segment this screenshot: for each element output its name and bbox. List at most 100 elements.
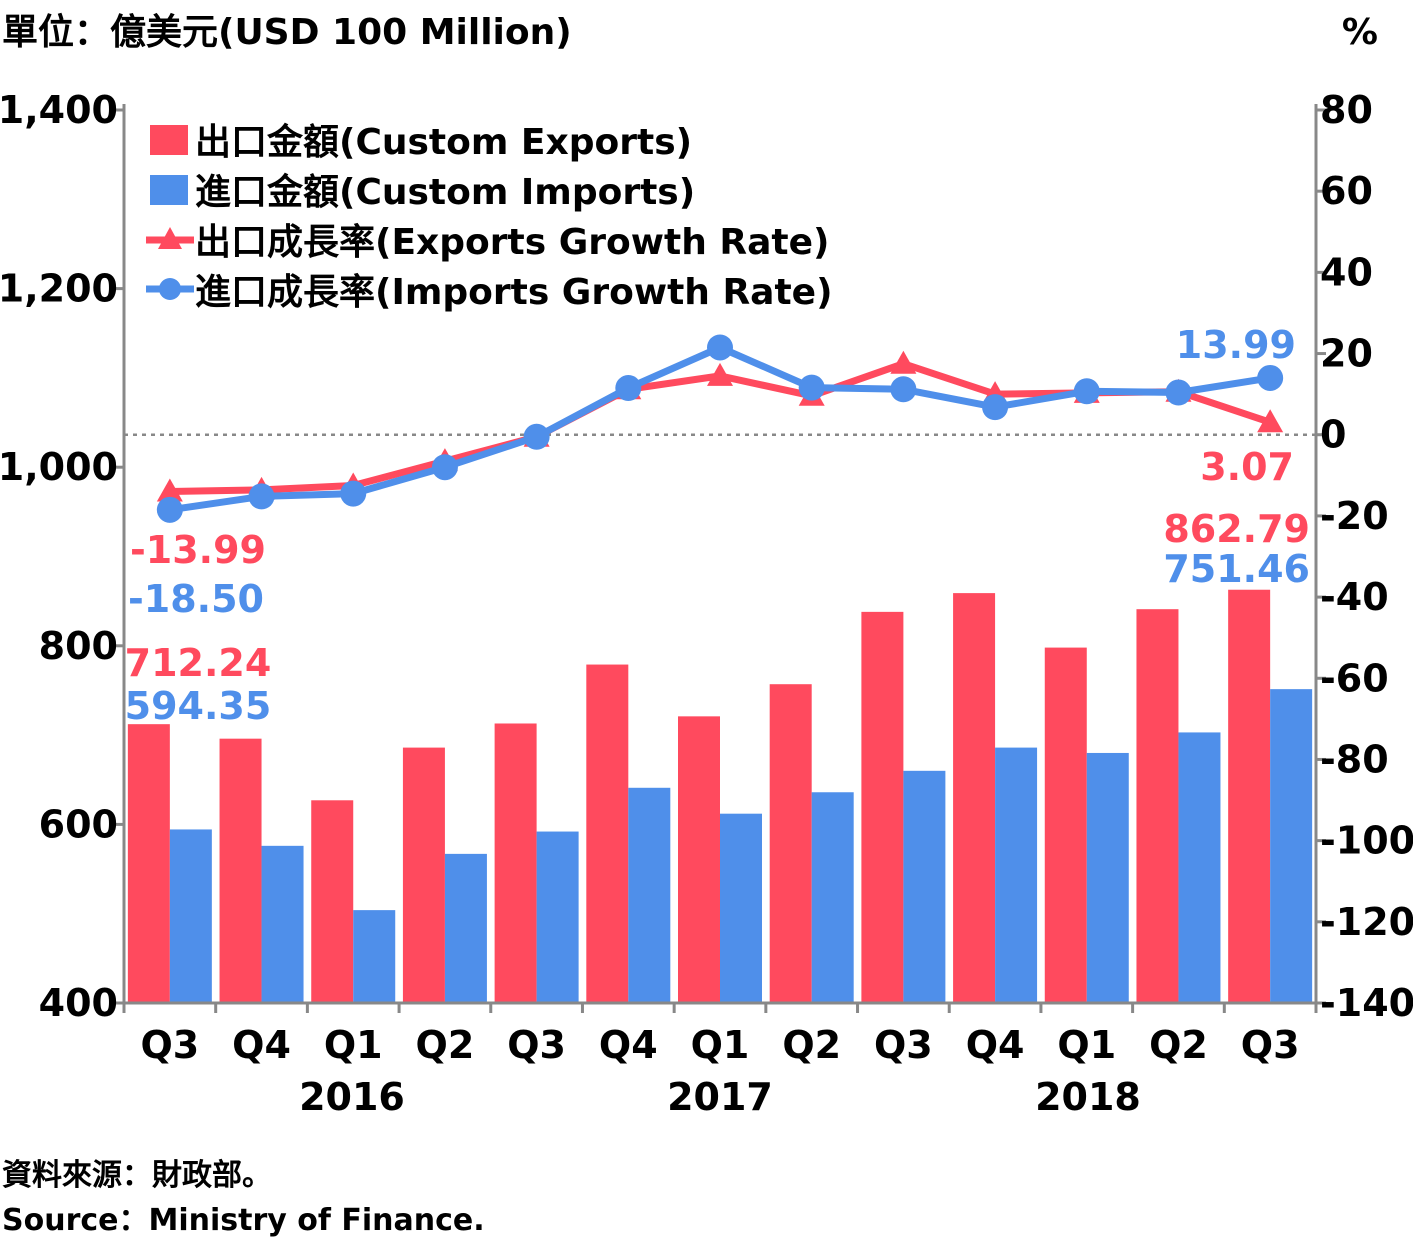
- bar-imports-3: [444, 853, 487, 1003]
- label-last-imports: 751.46: [1163, 547, 1310, 591]
- bar-exports-5: [586, 664, 629, 1003]
- bar-imports-4: [536, 831, 579, 1003]
- y-tick-label-800: 800: [39, 624, 118, 668]
- x-tick-label-12: Q3: [1241, 1023, 1300, 1067]
- y2-tick-label-60: 60: [1320, 169, 1373, 213]
- bar-imports-10: [1086, 752, 1129, 1003]
- point-exports-rate-12: [1257, 409, 1284, 433]
- x-tick-label-1: Q4: [232, 1023, 291, 1067]
- legend-label-exports-rate: 出口成長率(Exports Growth Rate): [195, 222, 829, 263]
- unit-label: 單位：億美元(USD 100 Million): [2, 12, 572, 53]
- bar-imports-1: [261, 845, 304, 1003]
- legend-marker-imports-rate: [159, 278, 181, 300]
- source-zh: 資料來源：財政部。: [2, 1158, 272, 1193]
- bar-exports-1: [219, 738, 262, 1003]
- point-imports-rate-7: [798, 374, 825, 401]
- x-tick-label-3: Q2: [416, 1023, 475, 1067]
- bar-exports-4: [494, 723, 537, 1003]
- y2-tick-label-20: 20: [1320, 332, 1373, 376]
- legend: 出口金額(Custom Exports) 進口金額(Custom Imports…: [146, 121, 833, 313]
- point-imports-rate-6: [707, 334, 733, 361]
- bar-imports-11: [1178, 732, 1221, 1003]
- y2-tick-label--140: -140: [1320, 981, 1413, 1025]
- bar-exports-7: [769, 684, 812, 1003]
- bars-group: [127, 589, 1313, 1003]
- point-imports-rate-0: [156, 496, 183, 523]
- point-imports-rate-9: [982, 394, 1009, 421]
- year-label-2016: 2016: [299, 1075, 405, 1119]
- y-tick-label-1400: 1,400: [0, 88, 118, 132]
- x-tick-label-2: Q1: [324, 1023, 383, 1067]
- bar-exports-3: [402, 747, 445, 1003]
- legend-label-exports: 出口金額(Custom Exports): [195, 121, 692, 163]
- legend-swatch-exports: [150, 125, 188, 155]
- point-imports-rate-3: [431, 454, 458, 481]
- legend-marker-exports-rate: [158, 227, 182, 249]
- y-tick-label-1000: 1,000: [0, 445, 118, 489]
- label-first-exports-rate: -13.99: [130, 528, 266, 572]
- bar-imports-8: [903, 770, 946, 1003]
- y-tick-label-600: 600: [39, 802, 118, 846]
- y2-tick-label--40: -40: [1320, 575, 1389, 619]
- point-exports-rate-0: [156, 478, 183, 502]
- bar-exports-2: [311, 800, 354, 1003]
- y2-tick-label--100: -100: [1320, 819, 1413, 863]
- right-unit-label: %: [1342, 12, 1378, 53]
- legend-label-imports-rate: 進口成長率(Imports Growth Rate): [195, 272, 833, 313]
- label-first-exports: 712.24: [125, 641, 272, 685]
- y2-tick-label-40: 40: [1320, 250, 1373, 294]
- y2-tick-label-80: 80: [1320, 88, 1373, 132]
- bar-exports-10: [1044, 647, 1087, 1003]
- label-first-imports-rate: -18.50: [128, 577, 264, 621]
- bar-imports-5: [628, 787, 671, 1003]
- label-last-imports-rate: 13.99: [1176, 323, 1296, 367]
- point-exports-rate-6: [707, 362, 733, 386]
- point-imports-rate-11: [1165, 379, 1192, 406]
- legend-swatch-imports: [150, 175, 188, 205]
- bar-exports-11: [1136, 609, 1179, 1003]
- y2-tick-label--80: -80: [1320, 737, 1389, 781]
- lines-group: [156, 334, 1284, 523]
- bar-imports-12: [1270, 689, 1313, 1003]
- label-last-exports-rate: 3.07: [1200, 445, 1294, 489]
- point-imports-rate-5: [615, 375, 642, 402]
- year-label-2017: 2017: [667, 1075, 773, 1119]
- bar-imports-2: [353, 910, 396, 1003]
- bar-imports-9: [995, 747, 1038, 1003]
- y-tick-label-400: 400: [39, 981, 118, 1025]
- x-tick-label-6: Q1: [691, 1023, 750, 1067]
- x-tick-label-8: Q3: [874, 1023, 933, 1067]
- bar-exports-9: [953, 593, 996, 1003]
- x-tick-label-11: Q2: [1149, 1023, 1208, 1067]
- legend-label-imports: 進口金額(Custom Imports): [195, 171, 695, 213]
- point-exports-rate-8: [890, 350, 917, 374]
- point-imports-rate-10: [1073, 378, 1100, 405]
- x-tick-label-5: Q4: [599, 1023, 658, 1067]
- point-imports-rate-1: [248, 483, 275, 510]
- point-imports-rate-12: [1257, 364, 1284, 391]
- axes-group: 4006008001,0001,2001,400-140-120-100-80-…: [0, 88, 1413, 1067]
- y-tick-label-1200: 1,200: [0, 267, 118, 311]
- x-tick-label-10: Q1: [1057, 1023, 1116, 1067]
- x-tick-label-9: Q4: [966, 1023, 1025, 1067]
- x-tick-label-4: Q3: [507, 1023, 566, 1067]
- y2-tick-label--60: -60: [1320, 656, 1389, 700]
- bar-imports-6: [720, 813, 762, 1003]
- x-tick-label-7: Q2: [782, 1023, 841, 1067]
- point-imports-rate-4: [523, 423, 550, 450]
- label-first-imports: 594.35: [125, 684, 272, 728]
- bar-imports-7: [811, 792, 854, 1003]
- label-last-exports: 862.79: [1163, 507, 1310, 551]
- point-imports-rate-2: [340, 480, 367, 507]
- bar-exports-12: [1228, 589, 1271, 1003]
- y2-tick-label-0: 0: [1320, 413, 1346, 457]
- year-label-2018: 2018: [1035, 1075, 1141, 1119]
- x-tick-label-0: Q3: [140, 1023, 199, 1067]
- bar-exports-8: [861, 611, 904, 1003]
- point-imports-rate-8: [890, 376, 917, 403]
- bar-exports-0: [127, 724, 170, 1003]
- y2-tick-label--20: -20: [1320, 494, 1389, 538]
- source-en: Source：Ministry of Finance.: [2, 1203, 485, 1238]
- bar-imports-0: [169, 829, 212, 1003]
